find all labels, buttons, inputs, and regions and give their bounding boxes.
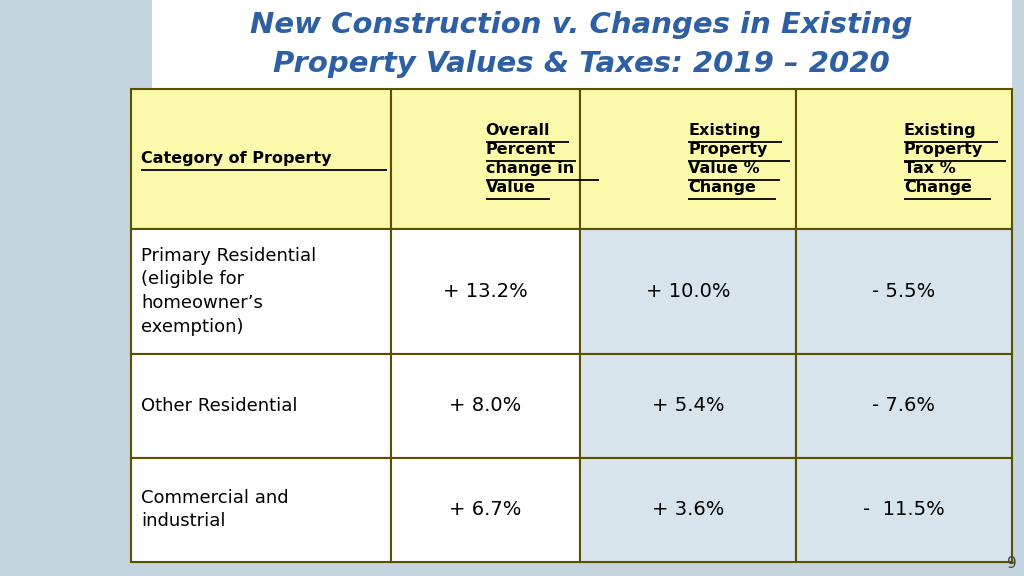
FancyBboxPatch shape xyxy=(581,89,796,229)
Text: + 6.7%: + 6.7% xyxy=(450,500,521,519)
Text: Value: Value xyxy=(485,180,536,195)
Text: + 13.2%: + 13.2% xyxy=(443,282,528,301)
FancyBboxPatch shape xyxy=(391,354,581,458)
Text: -  11.5%: - 11.5% xyxy=(863,500,945,519)
Text: Primary Residential
(eligible for
homeowner’s
exemption): Primary Residential (eligible for homeow… xyxy=(141,247,316,336)
Text: Property: Property xyxy=(688,142,767,157)
Text: Percent: Percent xyxy=(485,142,556,157)
Text: - 7.6%: - 7.6% xyxy=(872,396,935,415)
Text: + 5.4%: + 5.4% xyxy=(652,396,724,415)
FancyBboxPatch shape xyxy=(796,89,1012,229)
Text: + 10.0%: + 10.0% xyxy=(646,282,730,301)
Text: New Construction v. Changes in Existing
Property Values & Taxes: 2019 – 2020: New Construction v. Changes in Existing … xyxy=(251,11,912,78)
FancyBboxPatch shape xyxy=(152,0,1012,89)
Text: - 5.5%: - 5.5% xyxy=(872,282,936,301)
Text: Tax %: Tax % xyxy=(904,161,955,176)
Text: + 3.6%: + 3.6% xyxy=(652,500,724,519)
Text: change in: change in xyxy=(485,161,573,176)
Text: Property: Property xyxy=(904,142,983,157)
FancyBboxPatch shape xyxy=(796,458,1012,562)
Text: Existing: Existing xyxy=(904,123,977,138)
FancyBboxPatch shape xyxy=(796,229,1012,354)
Text: Other Residential: Other Residential xyxy=(141,397,298,415)
FancyBboxPatch shape xyxy=(391,229,581,354)
FancyBboxPatch shape xyxy=(796,354,1012,458)
FancyBboxPatch shape xyxy=(581,458,796,562)
Text: Category of Property: Category of Property xyxy=(141,151,332,166)
FancyBboxPatch shape xyxy=(581,354,796,458)
Text: Existing: Existing xyxy=(688,123,761,138)
Text: Overall: Overall xyxy=(485,123,550,138)
Text: + 8.0%: + 8.0% xyxy=(450,396,521,415)
FancyBboxPatch shape xyxy=(131,89,391,229)
Text: Value %: Value % xyxy=(688,161,760,176)
Text: 9: 9 xyxy=(1007,556,1017,571)
Text: Change: Change xyxy=(688,180,756,195)
FancyBboxPatch shape xyxy=(131,354,391,458)
FancyBboxPatch shape xyxy=(391,89,581,229)
Text: Commercial and
industrial: Commercial and industrial xyxy=(141,489,289,530)
FancyBboxPatch shape xyxy=(581,229,796,354)
FancyBboxPatch shape xyxy=(131,458,391,562)
Text: Change: Change xyxy=(904,180,972,195)
FancyBboxPatch shape xyxy=(131,229,391,354)
FancyBboxPatch shape xyxy=(391,458,581,562)
